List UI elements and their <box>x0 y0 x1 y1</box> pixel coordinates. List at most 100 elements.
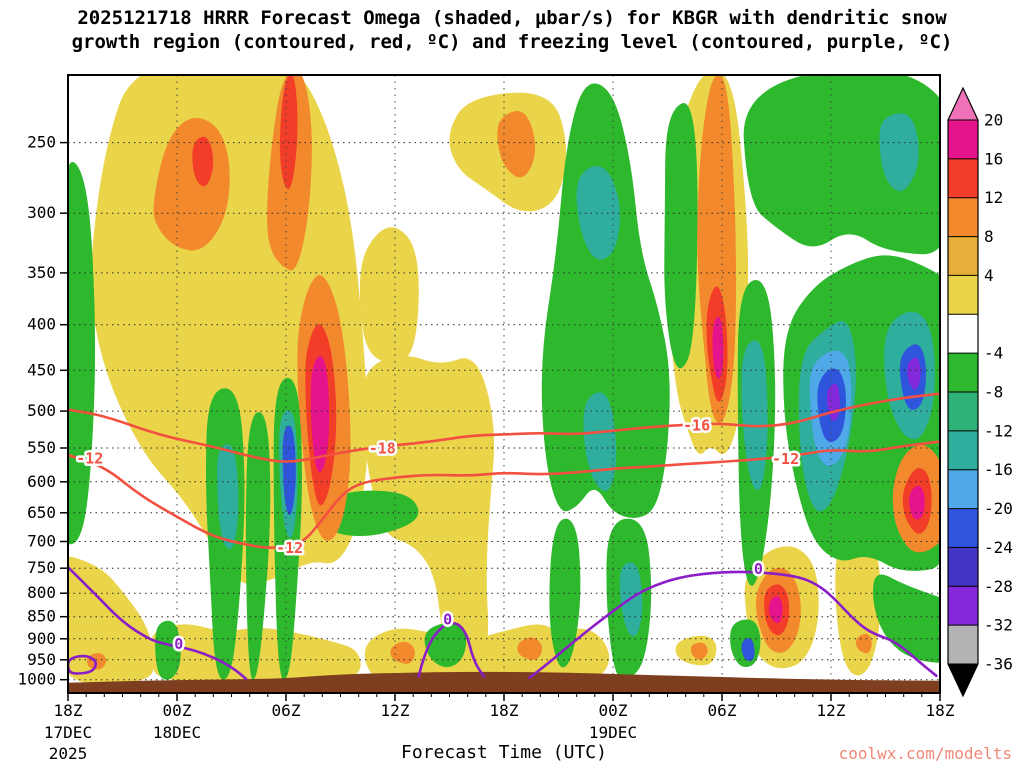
shaded-region <box>517 637 543 660</box>
shaded-region <box>359 227 419 363</box>
y-tick-label: 850 <box>27 607 56 626</box>
colorbar-tick-label: -32 <box>984 616 1013 635</box>
colorbar-tick-label: -28 <box>984 577 1013 596</box>
x-date-year-label: 2025 <box>49 744 88 763</box>
colorbar-over-arrow <box>948 88 978 120</box>
shaded-region <box>879 113 919 192</box>
y-tick-label: 950 <box>27 650 56 669</box>
shaded-region <box>390 641 415 664</box>
x-tick-label: 00Z <box>599 701 628 720</box>
y-tick-label: 450 <box>27 360 56 379</box>
shaded-region <box>497 110 536 178</box>
colorbar: 20 16 12 8 4 -4 -8 -12 -16 -20 -24 -28 -32 -36 <box>947 86 1013 698</box>
y-tick-label: 650 <box>27 503 56 522</box>
x-date-label: 17DEC <box>44 723 92 742</box>
y-tick-label: 400 <box>27 315 56 334</box>
y-tick-label: 500 <box>27 401 56 420</box>
contours: -12 -12 -18 -16 -12 0 0 0 <box>68 392 940 681</box>
dendritic-growth-region-contour-label: -16 <box>683 417 710 435</box>
freezing-level-contour <box>417 621 486 678</box>
colorbar-under-arrow <box>948 664 978 696</box>
colorbar-band <box>948 275 978 315</box>
shaded-region <box>310 355 330 473</box>
watermark-text: coolwx.com/modelts <box>838 744 1012 763</box>
colorbar-band <box>948 430 978 470</box>
shaded-region <box>583 392 617 491</box>
y-tick-label: 800 <box>27 583 56 602</box>
shaded-region <box>907 357 921 390</box>
colorbar-tick-label: -12 <box>984 421 1013 440</box>
y-tick-label: 1000 <box>17 670 56 689</box>
shaded-region <box>155 620 181 680</box>
colorbar-tick-label: -16 <box>984 460 1013 479</box>
colorbar-tick-label: 20 <box>984 111 1003 130</box>
y-tick-label: 900 <box>27 629 56 648</box>
colorbar-tick-label: -4 <box>984 344 1003 363</box>
shaded-region <box>712 316 724 379</box>
freezing-level-contour <box>528 570 938 679</box>
colorbar-tick-label: 8 <box>984 227 994 246</box>
y-tick-label: 300 <box>27 203 56 222</box>
freezing-level-contour-label: 0 <box>174 635 183 653</box>
colorbar-band <box>948 469 978 509</box>
y-tick-label: 250 <box>27 133 56 152</box>
x-tick-label: 06Z <box>272 701 301 720</box>
dendritic-growth-region-contour-label: -12 <box>276 539 303 557</box>
colorbar-band <box>948 392 978 431</box>
chart-title-line2: growth region (contoured, red, ºC) and f… <box>71 31 953 53</box>
terrain <box>68 671 940 693</box>
x-tick-label: 18Z <box>926 701 955 720</box>
dendritic-growth-region-contour-label: -18 <box>369 440 396 458</box>
shaded-region <box>909 485 925 520</box>
freezing-level-contour <box>68 565 248 681</box>
chart-title-line1: 2025121718 HRRR Forecast Omega (shaded, … <box>77 7 947 29</box>
shaded-region <box>192 136 214 187</box>
colorbar-band <box>948 236 978 276</box>
dendritic-growth-region-contour-label: -12 <box>76 449 103 467</box>
x-tick-label: 12Z <box>817 701 846 720</box>
x-tick-label: 18Z <box>490 701 519 720</box>
colorbar-band <box>948 586 978 626</box>
shaded-region <box>741 340 768 491</box>
shaded-region <box>541 83 670 518</box>
dendritic-growth-region-contour <box>68 392 940 463</box>
freezing-level-contour <box>68 654 97 675</box>
colorbar-tick-label: -20 <box>984 499 1013 518</box>
omega-shaded-field <box>68 75 940 685</box>
x-axis-title: Forecast Time (UTC) <box>401 742 607 763</box>
shaded-region <box>690 642 708 660</box>
shaded-region <box>217 444 239 550</box>
shaded-region <box>68 162 96 545</box>
colorbar-tick-label: -36 <box>984 655 1013 674</box>
dendritic-growth-region-contour <box>68 440 940 549</box>
colorbar-tick-label: 16 <box>984 149 1003 168</box>
x-tick-label: 12Z <box>381 701 410 720</box>
x-date-label: 19DEC <box>589 723 637 742</box>
freezing-level-contour-label: 0 <box>443 610 452 628</box>
colorbar-tick-label: 4 <box>984 266 994 285</box>
colorbar-tick-label: 12 <box>984 188 1003 207</box>
y-tick-label: 550 <box>27 438 56 457</box>
shaded-region <box>576 166 621 260</box>
x-date-label: 18DEC <box>153 723 201 742</box>
shaded-region <box>279 75 298 190</box>
shaded-region <box>549 518 581 668</box>
y-tick-label: 700 <box>27 531 56 550</box>
y-tick-label: 350 <box>27 263 56 282</box>
freezing-level-contour-label: 0 <box>754 560 763 578</box>
y-tick-label: 750 <box>27 558 56 577</box>
colorbar-band <box>948 314 978 354</box>
colorbar-band <box>948 547 978 587</box>
x-tick-label: 06Z <box>708 701 737 720</box>
colorbar-band <box>948 625 978 664</box>
shaded-region <box>855 633 872 654</box>
colorbar-tick-label: -8 <box>984 383 1003 402</box>
colorbar-band <box>948 197 978 237</box>
colorbar-band <box>948 158 978 198</box>
shaded-region <box>664 103 698 369</box>
dendritic-growth-region-contour-label: -12 <box>772 450 799 468</box>
axes: 250 300 350 400 450 500 550 600 650 700 750 800 850 9… <box>17 74 955 763</box>
colorbar-band <box>948 353 978 392</box>
